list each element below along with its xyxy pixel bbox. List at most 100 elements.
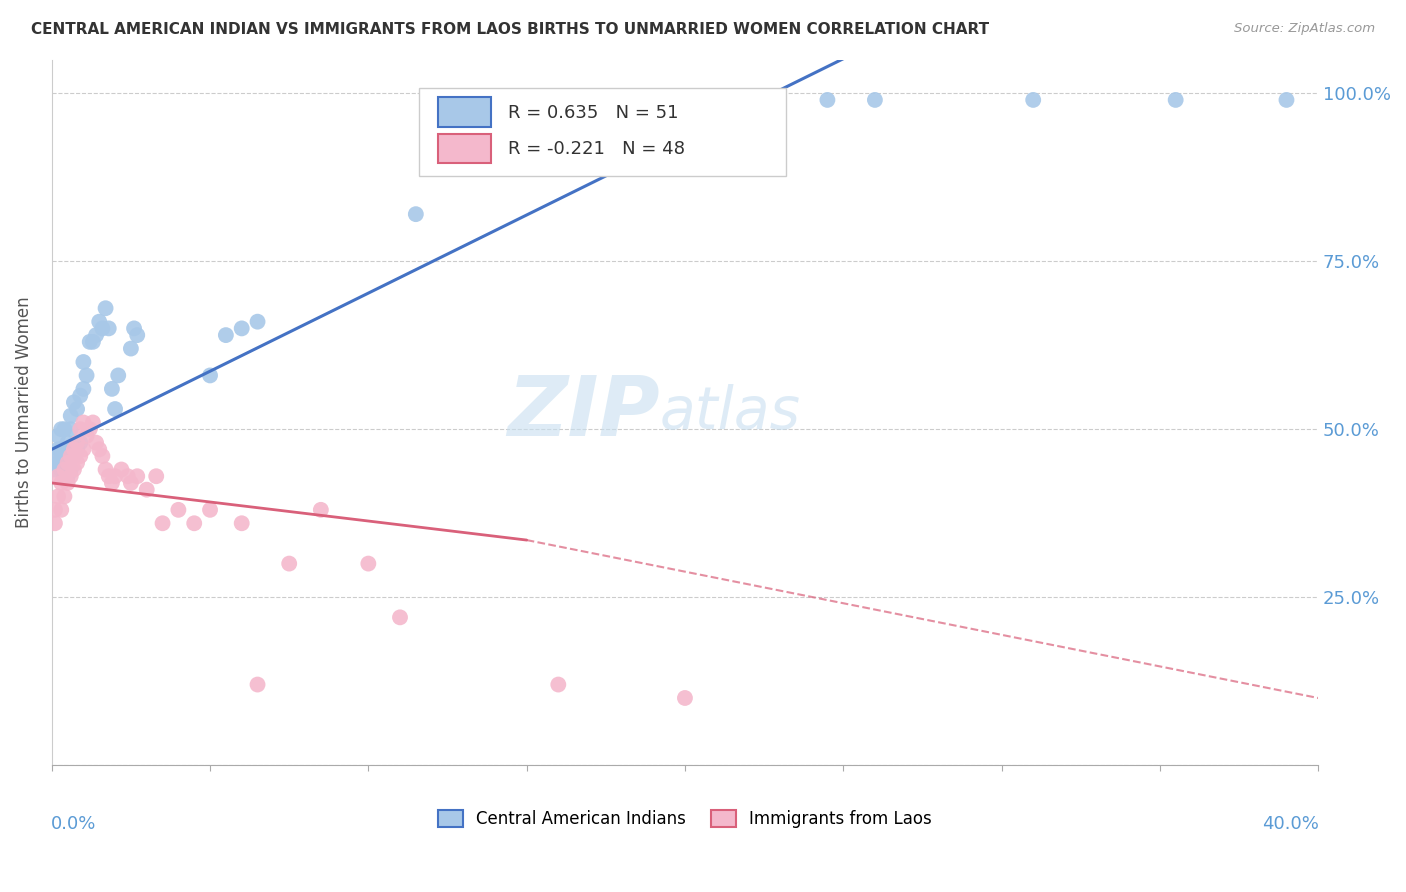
Y-axis label: Births to Unmarried Women: Births to Unmarried Women — [15, 296, 32, 528]
Point — [66, 442, 89, 457]
Text: R = -0.221   N = 48: R = -0.221 N = 48 — [508, 140, 685, 158]
Point — [59, 462, 82, 476]
Point — [127, 328, 149, 343]
Point — [44, 516, 66, 531]
Point — [59, 409, 82, 423]
Point — [72, 382, 94, 396]
Point — [59, 422, 82, 436]
Point — [127, 469, 149, 483]
Point — [46, 429, 69, 443]
Legend: Central American Indians, Immigrants from Laos: Central American Indians, Immigrants fro… — [432, 803, 939, 834]
Point — [51, 442, 73, 457]
Point — [231, 321, 253, 335]
Point — [91, 449, 114, 463]
FancyBboxPatch shape — [439, 97, 491, 127]
Point — [309, 503, 332, 517]
Point — [59, 449, 82, 463]
FancyBboxPatch shape — [419, 87, 786, 176]
Point — [231, 516, 253, 531]
Point — [405, 207, 427, 221]
Point — [278, 557, 301, 571]
Point — [53, 422, 76, 436]
Point — [198, 368, 221, 383]
Point — [246, 315, 269, 329]
Point — [69, 449, 91, 463]
Point — [110, 462, 132, 476]
Point — [44, 462, 66, 476]
Point — [79, 334, 101, 349]
Point — [167, 503, 190, 517]
Point — [84, 328, 107, 343]
Point — [117, 469, 139, 483]
Text: Source: ZipAtlas.com: Source: ZipAtlas.com — [1234, 22, 1375, 36]
Text: 40.0%: 40.0% — [1263, 814, 1319, 832]
Point — [357, 557, 380, 571]
Point — [94, 462, 117, 476]
Point — [53, 489, 76, 503]
Point — [59, 442, 82, 457]
Point — [215, 328, 238, 343]
Point — [1022, 93, 1045, 107]
Text: 0.0%: 0.0% — [51, 814, 96, 832]
Point — [69, 422, 91, 436]
Point — [97, 469, 120, 483]
Point — [104, 402, 127, 417]
Point — [56, 475, 79, 490]
Point — [53, 449, 76, 463]
Point — [72, 416, 94, 430]
Point — [66, 456, 89, 470]
Point — [51, 422, 73, 436]
Point — [72, 442, 94, 457]
Point — [91, 321, 114, 335]
Point — [53, 469, 76, 483]
Point — [101, 475, 124, 490]
Text: ZIP: ZIP — [508, 372, 659, 453]
Point — [145, 469, 167, 483]
Point — [56, 469, 79, 483]
FancyBboxPatch shape — [439, 134, 491, 163]
Point — [69, 435, 91, 450]
Point — [815, 93, 838, 107]
Point — [152, 516, 174, 531]
Point — [63, 462, 86, 476]
Point — [44, 503, 66, 517]
Point — [120, 475, 142, 490]
Point — [82, 416, 104, 430]
Point — [46, 469, 69, 483]
Point — [246, 677, 269, 691]
Text: atlas: atlas — [659, 384, 800, 441]
Point — [89, 442, 111, 457]
Point — [101, 382, 124, 396]
Point — [122, 321, 145, 335]
Point — [547, 677, 569, 691]
Point — [53, 462, 76, 476]
Point — [79, 422, 101, 436]
Point — [82, 334, 104, 349]
Point — [56, 435, 79, 450]
Point — [1275, 93, 1298, 107]
Point — [46, 456, 69, 470]
Point — [76, 368, 98, 383]
Point — [107, 368, 129, 383]
Point — [89, 315, 111, 329]
Point — [531, 146, 554, 161]
Point — [69, 388, 91, 402]
Point — [84, 435, 107, 450]
Text: R = 0.635   N = 51: R = 0.635 N = 51 — [508, 103, 678, 121]
Point — [120, 342, 142, 356]
Point — [51, 503, 73, 517]
Point — [63, 449, 86, 463]
Point — [44, 449, 66, 463]
Point — [46, 442, 69, 457]
Point — [66, 402, 89, 417]
Point — [63, 395, 86, 409]
Point — [94, 301, 117, 316]
Text: CENTRAL AMERICAN INDIAN VS IMMIGRANTS FROM LAOS BIRTHS TO UNMARRIED WOMEN CORREL: CENTRAL AMERICAN INDIAN VS IMMIGRANTS FR… — [31, 22, 988, 37]
Point — [673, 690, 696, 705]
Point — [72, 355, 94, 369]
Point — [51, 462, 73, 476]
Point — [56, 456, 79, 470]
Point — [135, 483, 157, 497]
Point — [1164, 93, 1187, 107]
Point — [66, 435, 89, 450]
